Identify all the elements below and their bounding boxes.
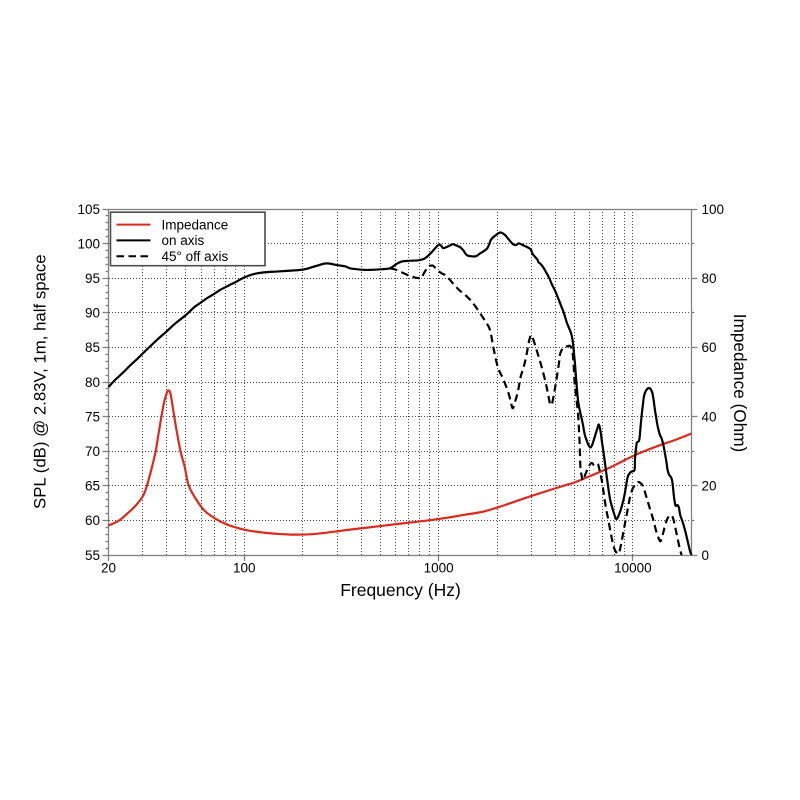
svg-text:90: 90 xyxy=(85,306,100,321)
svg-text:1000: 1000 xyxy=(424,560,454,575)
svg-text:80: 80 xyxy=(702,271,717,286)
svg-text:80: 80 xyxy=(85,375,100,390)
svg-text:Impedance: Impedance xyxy=(162,217,229,232)
svg-text:95: 95 xyxy=(85,271,100,286)
svg-text:85: 85 xyxy=(85,340,100,355)
svg-text:60: 60 xyxy=(702,340,717,355)
svg-text:on axis: on axis xyxy=(162,233,205,248)
svg-text:100: 100 xyxy=(233,560,256,575)
svg-text:105: 105 xyxy=(77,202,100,217)
svg-text:60: 60 xyxy=(85,513,100,528)
svg-text:SPL (dB) @ 2.83V, 1m, half spa: SPL (dB) @ 2.83V, 1m, half space xyxy=(31,254,50,509)
svg-text:Frequency (Hz): Frequency (Hz) xyxy=(340,580,461,600)
svg-text:100: 100 xyxy=(702,202,725,217)
svg-text:75: 75 xyxy=(85,409,100,424)
svg-text:70: 70 xyxy=(85,444,100,459)
svg-text:20: 20 xyxy=(101,560,116,575)
svg-text:100: 100 xyxy=(77,236,100,251)
svg-text:55: 55 xyxy=(85,548,100,563)
svg-text:Impedance (Ohm): Impedance (Ohm) xyxy=(730,314,750,453)
svg-text:20: 20 xyxy=(702,479,717,494)
svg-text:0: 0 xyxy=(702,548,710,563)
svg-text:65: 65 xyxy=(85,479,100,494)
svg-text:45° off axis: 45° off axis xyxy=(162,249,229,264)
svg-text:40: 40 xyxy=(702,409,717,424)
svg-text:10000: 10000 xyxy=(614,560,652,575)
